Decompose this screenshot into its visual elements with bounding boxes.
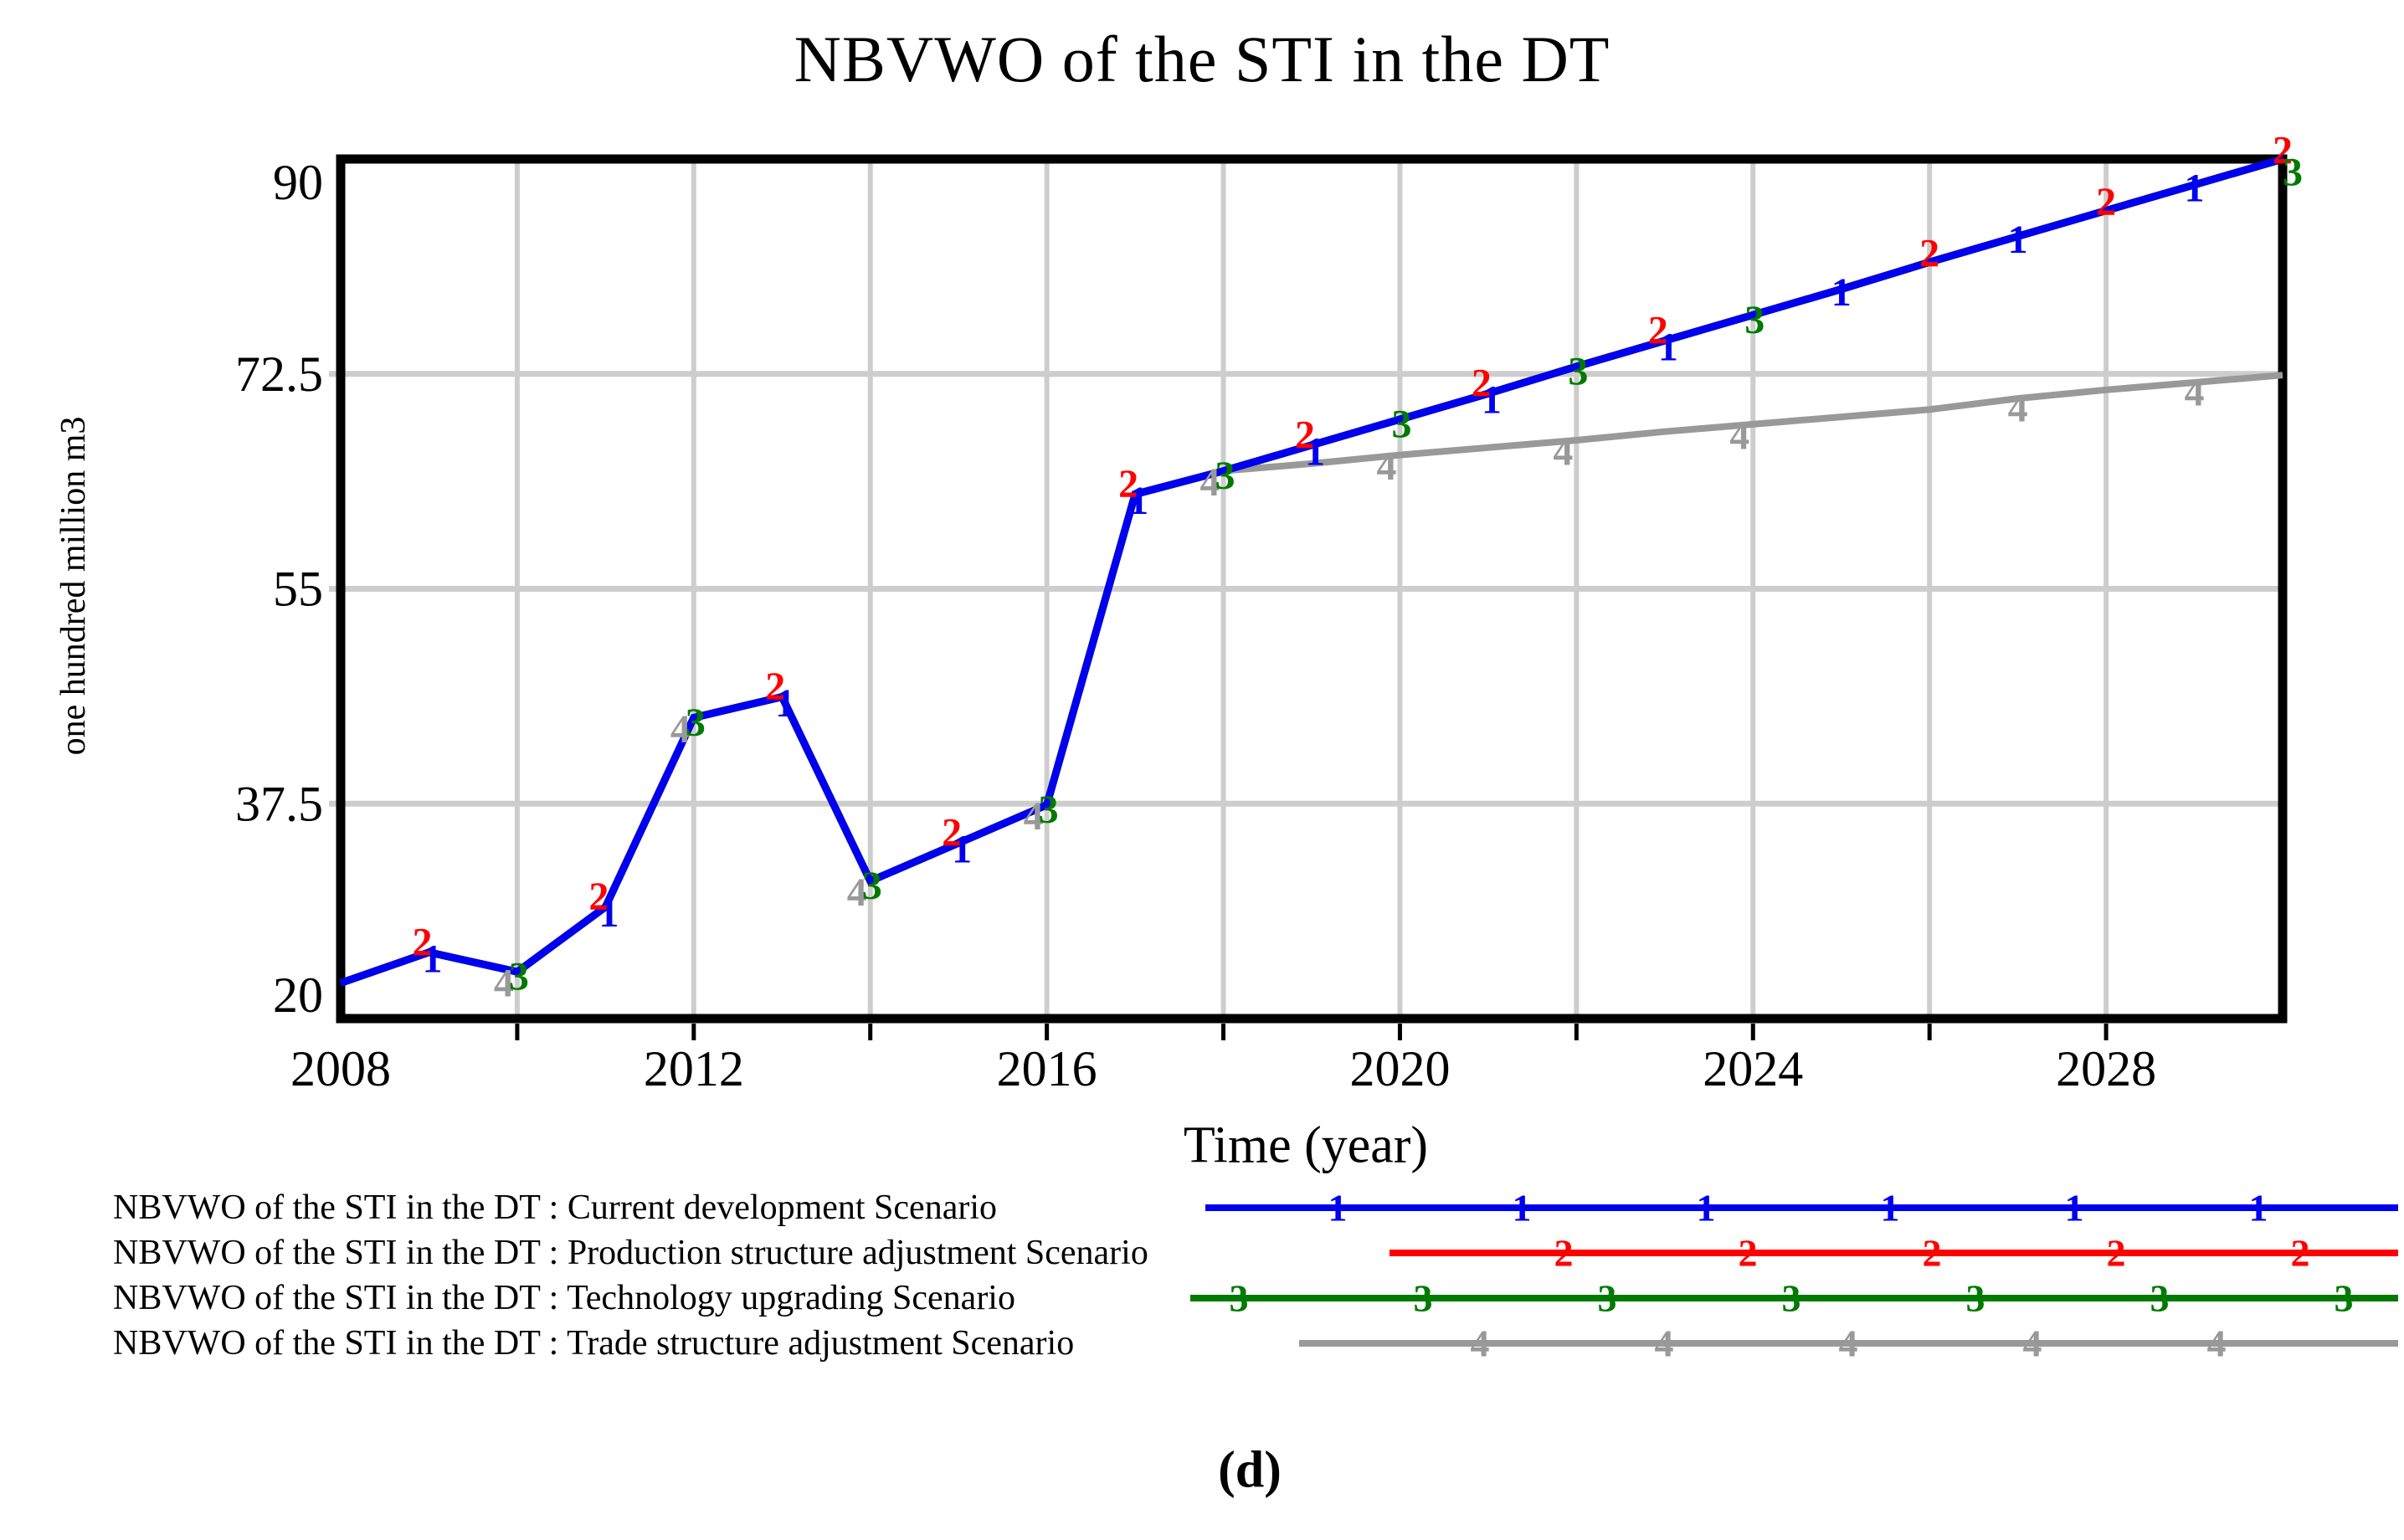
legend-label: NBVWO of the STI in the DT : Technology … xyxy=(113,1279,1015,1317)
series-marker-1: 1 xyxy=(2185,166,2205,210)
series-marker-2: 2 xyxy=(2096,180,2116,224)
series-line-1 xyxy=(339,155,2284,987)
legend-marker-1: 1 xyxy=(1881,1187,1900,1229)
series-marker-3: 3 xyxy=(1391,403,1411,447)
legend-marker-2: 2 xyxy=(1739,1232,1758,1275)
x-tick-label: 2012 xyxy=(644,1041,744,1096)
series-marker-4: 4 xyxy=(494,962,514,1006)
series-marker-1: 1 xyxy=(1128,479,1148,523)
series-marker-3: 3 xyxy=(686,701,706,745)
series-marker-4: 4 xyxy=(1729,413,1749,458)
y-tick-label: 20 xyxy=(273,968,323,1023)
series-marker-1: 1 xyxy=(422,937,442,981)
legend-line-3: 3 3 3 3 3 3 3 xyxy=(1190,1277,2398,1320)
series-line-2 xyxy=(339,155,2284,987)
series-marker-2: 2 xyxy=(412,920,432,964)
series-marker-2: 2 xyxy=(588,875,609,919)
x-tick-label: 2008 xyxy=(290,1041,391,1096)
series-marker-4: 4 xyxy=(1024,794,1044,839)
series-marker-2: 2 xyxy=(942,811,962,855)
legend-marker-4: 4 xyxy=(1655,1322,1674,1365)
series-marker-3: 3 xyxy=(509,955,529,999)
series-marker-1: 1 xyxy=(1305,429,1325,474)
legend-marker-3: 3 xyxy=(1230,1277,1249,1320)
series-marker-3: 3 xyxy=(1039,788,1059,832)
legend-marker-1: 1 xyxy=(2249,1187,2268,1229)
series-marker-2: 2 xyxy=(1472,362,1492,406)
y-tick-label: 90 xyxy=(273,155,323,210)
x-tick-label: 2024 xyxy=(1703,1041,1803,1096)
series-marker-1: 1 xyxy=(1482,378,1502,423)
x-axis-title: Time (year) xyxy=(1183,1116,1429,1174)
legend-marker-1: 1 xyxy=(1328,1187,1348,1229)
series-line-3 xyxy=(339,155,2284,987)
legend-marker-4: 4 xyxy=(1839,1322,1858,1365)
legend-marker-2: 2 xyxy=(1923,1232,1942,1275)
legend-marker-2: 2 xyxy=(1554,1232,1574,1275)
legend-marker-3: 3 xyxy=(1782,1277,1801,1320)
legend-line-2: 2 2 2 2 2 xyxy=(1389,1232,2398,1275)
series-marker-3: 3 xyxy=(1744,298,1764,342)
legend-line-4: 4 4 4 4 4 xyxy=(1299,1322,2398,1365)
series-marker-3: 3 xyxy=(2283,151,2303,195)
series-marker-2: 2 xyxy=(1919,232,1939,276)
x-tick-label: 2016 xyxy=(997,1041,1097,1096)
chart-title: NBVWO of the STI in the DT xyxy=(794,23,1610,95)
series-marker-4: 4 xyxy=(1553,429,1573,474)
legend-marker-4: 4 xyxy=(2023,1322,2042,1365)
legend-marker-4: 4 xyxy=(2207,1322,2227,1365)
legend-marker-1: 1 xyxy=(2065,1187,2084,1229)
series-marker-2: 2 xyxy=(1648,309,1668,353)
series-marker-4: 4 xyxy=(2185,371,2205,415)
legend-label: NBVWO of the STI in the DT : Current dev… xyxy=(113,1188,997,1227)
series-marker-4: 4 xyxy=(670,707,691,752)
y-tick-label: 37.5 xyxy=(235,776,323,831)
y-tick-label: 72.5 xyxy=(235,346,323,402)
series-marker-1: 1 xyxy=(1658,326,1678,370)
x-tick-label: 2028 xyxy=(2056,1041,2156,1096)
legend-marker-3: 3 xyxy=(1966,1277,1985,1320)
legend-marker-1: 1 xyxy=(1513,1187,1532,1229)
x-tick-label: 2020 xyxy=(1349,1041,1450,1096)
legend-marker-3: 3 xyxy=(2335,1277,2354,1320)
legend-marker-3: 3 xyxy=(1414,1277,1433,1320)
plot-frame xyxy=(336,154,2288,1024)
series-marker-1: 1 xyxy=(1831,270,1852,315)
legend-marker-2: 2 xyxy=(2107,1232,2126,1275)
legend-marker-1: 1 xyxy=(1697,1187,1716,1229)
series-marker-1: 1 xyxy=(775,681,795,726)
series-marker-3: 3 xyxy=(862,864,882,908)
series-marker-2: 2 xyxy=(2273,129,2293,173)
figure-caption: (d) xyxy=(1218,1441,1282,1499)
legend-marker-3: 3 xyxy=(2150,1277,2170,1320)
series-marker-1: 1 xyxy=(598,891,619,936)
series-marker-2: 2 xyxy=(765,665,785,709)
series-marker-3: 3 xyxy=(1568,349,1588,393)
series-marker-3: 3 xyxy=(1215,454,1235,498)
series-marker-4: 4 xyxy=(1376,444,1396,489)
series-marker-4: 4 xyxy=(2008,387,2028,431)
series-marker-4: 4 xyxy=(847,870,867,915)
series-marker-1: 1 xyxy=(952,828,972,872)
legend-marker-4: 4 xyxy=(1471,1322,1490,1365)
series-marker-2: 2 xyxy=(1295,413,1315,457)
legend-label: NBVWO of the STI in the DT : Production … xyxy=(113,1234,1148,1272)
legend-marker-2: 2 xyxy=(2291,1232,2310,1275)
legend-label: NBVWO of the STI in the DT : Trade struc… xyxy=(113,1324,1075,1363)
series-marker-1: 1 xyxy=(2008,218,2028,262)
series-marker-4: 4 xyxy=(1200,460,1220,505)
y-tick-label: 55 xyxy=(273,562,323,617)
legend-marker-3: 3 xyxy=(1598,1277,1617,1320)
legend-line-1: 1 1 1 1 1 1 xyxy=(1205,1187,2398,1229)
series-marker-2: 2 xyxy=(1118,462,1138,506)
